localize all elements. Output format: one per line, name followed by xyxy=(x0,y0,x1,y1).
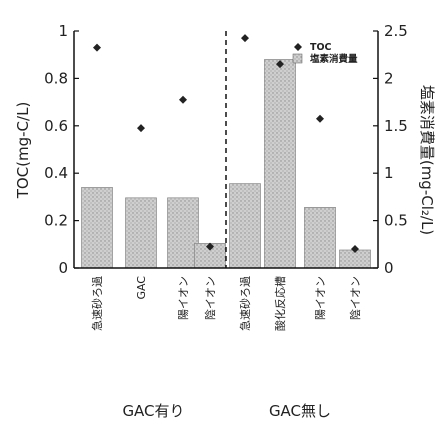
category-label-6: 陽イオン xyxy=(314,276,327,320)
y-left-tick-label-4: 0.8 xyxy=(44,69,68,87)
y-right-tick-label-4: 2 xyxy=(384,69,394,87)
category-label-1: GAC xyxy=(135,276,148,300)
y-right-tick-label-2: 1 xyxy=(384,164,394,182)
category-label-5: 酸化反応槽 xyxy=(273,276,287,331)
y-left-tick-label-0: 0 xyxy=(58,259,68,277)
bar-chlorine-2 xyxy=(167,197,199,269)
toc-point-4 xyxy=(241,34,249,43)
y-right-tick-label-5: 2.5 xyxy=(384,22,408,40)
y-right-tick-label-1: 0.5 xyxy=(384,212,408,230)
bars-layer xyxy=(81,59,371,269)
y-left-ticks: 0 0.2 0.4 0.6 0.8 1 xyxy=(44,22,79,277)
toc-point-5 xyxy=(276,60,284,69)
category-label-3: 陰イオン xyxy=(203,276,217,320)
legend-toc-marker xyxy=(294,43,302,51)
group-labels: GAC有り GAC無し xyxy=(122,402,331,420)
legend-bar-swatch xyxy=(292,53,303,64)
legend-toc-label: TOC xyxy=(310,42,332,53)
y-left-tick-label-5: 1 xyxy=(58,22,68,40)
category-label-0: 急速砂ろ過 xyxy=(90,276,104,331)
toc-point-6 xyxy=(316,114,324,123)
category-label-2: 陽イオン xyxy=(177,276,190,320)
y-left-tick-label-1: 0.2 xyxy=(44,212,68,230)
y-axis-right-title: 塩素消費量(mg-Cl₂/L) xyxy=(418,85,436,235)
bar-chlorine-0 xyxy=(81,187,113,269)
y-left-tick-label-3: 0.6 xyxy=(44,117,68,135)
toc-markers-layer xyxy=(93,34,359,254)
y-right-tick-label-0: 0 xyxy=(384,259,394,277)
toc-point-0 xyxy=(93,43,101,52)
group-label-0: GAC有り xyxy=(122,402,184,420)
legend-bar-label: 塩素消費量 xyxy=(310,53,358,65)
bar-chlorine-4 xyxy=(229,183,261,269)
y-right-ticks: 0 0.5 1 1.5 2 2.5 xyxy=(373,22,408,277)
y-left-tick-label-2: 0.4 xyxy=(44,164,68,182)
legend: TOC 塩素消費量 xyxy=(292,42,358,65)
category-labels: 急速砂ろ過 GAC 陽イオン 陰イオン 急速砂ろ過 酸化反応槽 陽イオン 陰イオン xyxy=(90,276,362,331)
toc-point-1 xyxy=(137,124,145,133)
bar-chlorine-1 xyxy=(125,197,157,269)
toc-point-3 xyxy=(206,242,214,251)
bar-chlorine-6 xyxy=(304,207,336,269)
group-label-1: GAC無し xyxy=(269,402,331,420)
bar-chlorine-5 xyxy=(264,59,296,269)
toc-point-7 xyxy=(351,245,359,254)
category-label-7: 陰イオン xyxy=(348,276,362,320)
y-right-tick-label-3: 1.5 xyxy=(384,117,408,135)
category-label-4: 急速砂ろ過 xyxy=(238,276,252,331)
toc-point-2 xyxy=(179,95,187,104)
y-axis-left-title: TOC(mg-C/L) xyxy=(14,102,32,200)
